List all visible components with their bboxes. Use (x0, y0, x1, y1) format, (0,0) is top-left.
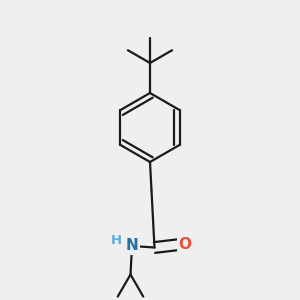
Text: H: H (111, 234, 122, 247)
Text: N: N (126, 238, 138, 253)
Text: O: O (178, 237, 191, 252)
